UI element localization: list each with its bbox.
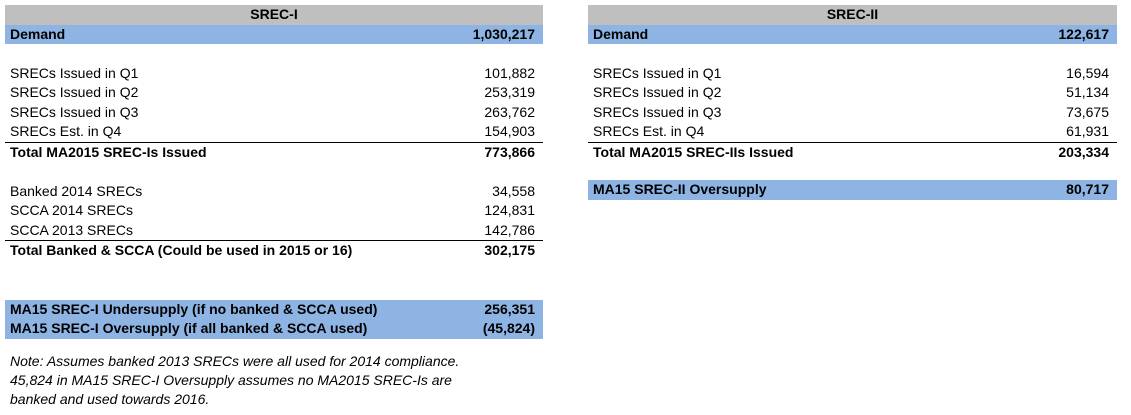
spacer <box>5 261 543 281</box>
footnote: Note: Assumes banked 2013 SRECs were all… <box>10 352 530 409</box>
table-row: SRECs Issued in Q1 101,882 <box>5 64 543 84</box>
table-row: SRECs Issued in Q2 253,319 <box>5 83 543 103</box>
row-label: SRECs Issued in Q3 <box>10 103 139 120</box>
row-value: 101,882 <box>484 64 535 81</box>
undersupply-row: MA15 SREC-I Undersupply (if no banked & … <box>5 299 543 319</box>
row-label: SRECs Issued in Q1 <box>593 64 722 81</box>
row-label: SRECs Est. in Q4 <box>10 123 122 139</box>
note-line: 45,824 in MA15 SREC-I Oversupply assumes… <box>10 372 452 388</box>
srec-ii-header: SREC-II <box>588 5 1117 25</box>
row-value: 263,762 <box>484 103 535 120</box>
srec-ii-demand-row: Demand 122,617 <box>588 24 1117 44</box>
demand-value: 1,030,217 <box>472 25 535 42</box>
oversupply-value: (45,824) <box>482 320 535 336</box>
table-row: SRECs Issued in Q2 51,134 <box>588 83 1117 103</box>
total-label: Total Banked & SCCA (Could be used in 20… <box>10 242 353 258</box>
total-label: Total MA2015 SREC-IIs Issued <box>593 143 794 160</box>
table-row: SRECs Issued in Q3 73,675 <box>588 103 1117 123</box>
table-row: SRECs Est. in Q4 154,903 <box>5 122 543 142</box>
row-label: SCCA 2014 SRECs <box>10 202 133 218</box>
row-value: 34,558 <box>492 182 535 199</box>
srec-i-table: SREC-I Demand 1,030,217 SRECs Issued in … <box>5 5 543 339</box>
total-value: 203,334 <box>1058 143 1109 160</box>
spacer <box>5 162 543 182</box>
total-value: 302,175 <box>484 242 535 258</box>
note-line: Note: Assumes banked 2013 SRECs were all… <box>10 353 460 369</box>
demand-value: 122,617 <box>1058 25 1109 42</box>
row-label: SRECs Issued in Q2 <box>593 84 722 100</box>
oversupply-label: MA15 SREC-I Oversupply (if all banked & … <box>10 320 368 336</box>
table-row: SCCA 2013 SRECs 142,786 <box>5 221 543 241</box>
row-value: 142,786 <box>484 221 535 238</box>
row-label: SRECs Est. in Q4 <box>593 123 705 139</box>
row-label: SCCA 2013 SRECs <box>10 221 133 238</box>
oversupply-row: MA15 SREC-I Oversupply (if all banked & … <box>5 319 543 339</box>
spacer <box>5 280 543 300</box>
oversupply-value: 80,717 <box>1066 181 1109 197</box>
row-label: SRECs Issued in Q3 <box>593 103 722 120</box>
undersupply-value: 256,351 <box>484 300 535 317</box>
row-label: SRECs Issued in Q2 <box>10 84 139 100</box>
row-label: SRECs Issued in Q1 <box>10 64 139 81</box>
note-line: banked and used towards 2016. <box>10 391 210 407</box>
spacer <box>5 44 543 64</box>
table-row: SRECs Est. in Q4 61,931 <box>588 122 1117 142</box>
row-value: 16,594 <box>1066 64 1109 81</box>
undersupply-label: MA15 SREC-I Undersupply (if no banked & … <box>10 300 378 317</box>
table-row: SRECs Issued in Q1 16,594 <box>588 64 1117 84</box>
total-label: Total MA2015 SREC-Is Issued <box>10 143 207 160</box>
spacer <box>588 162 1117 180</box>
table-row: Banked 2014 SRECs 34,558 <box>5 182 543 202</box>
srec-ii-table: SREC-II Demand 122,617 SRECs Issued in Q… <box>588 5 1117 200</box>
srec-ii-title: SREC-II <box>826 6 879 22</box>
demand-label: Demand <box>593 25 649 42</box>
table-row: SCCA 2014 SRECs 124,831 <box>5 201 543 221</box>
row-value: 154,903 <box>484 123 535 139</box>
demand-label: Demand <box>10 25 66 42</box>
total-issued-row: Total MA2015 SREC-IIs Issued 203,334 <box>588 141 1117 163</box>
row-value: 124,831 <box>484 202 535 218</box>
table-row: SRECs Issued in Q3 263,762 <box>5 103 543 123</box>
total-value: 773,866 <box>484 143 535 160</box>
row-label: Banked 2014 SRECs <box>10 182 143 199</box>
row-value: 73,675 <box>1066 103 1109 120</box>
total-banked-row: Total Banked & SCCA (Could be used in 20… <box>5 240 543 261</box>
spacer <box>588 44 1117 64</box>
srec-i-demand-row: Demand 1,030,217 <box>5 24 543 44</box>
srec-ii-oversupply-row: MA15 SREC-II Oversupply 80,717 <box>588 180 1117 200</box>
srec-i-header: SREC-I <box>5 5 543 25</box>
total-issued-row: Total MA2015 SREC-Is Issued 773,866 <box>5 141 543 163</box>
oversupply-label: MA15 SREC-II Oversupply <box>593 181 767 197</box>
row-value: 61,931 <box>1066 123 1109 139</box>
row-value: 253,319 <box>484 84 535 100</box>
srec-i-title: SREC-I <box>250 6 298 22</box>
row-value: 51,134 <box>1066 84 1109 100</box>
